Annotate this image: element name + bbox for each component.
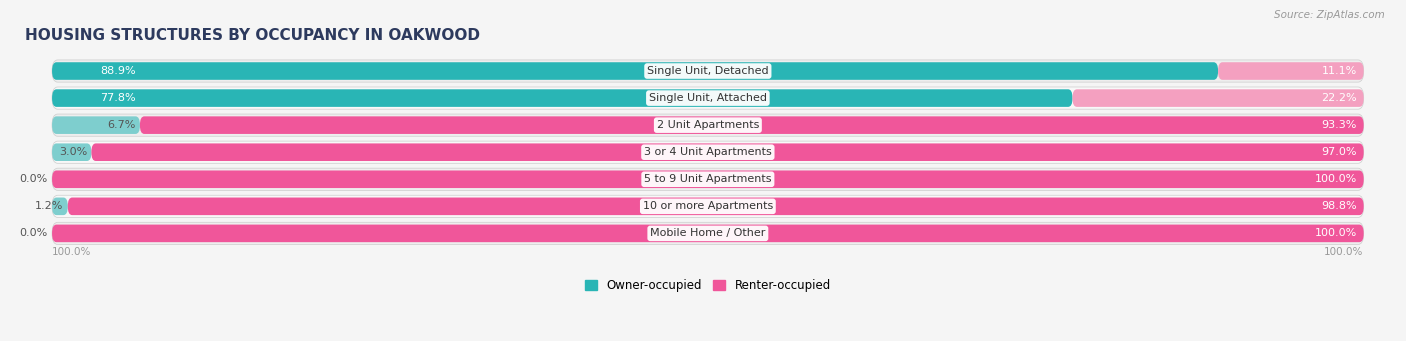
Text: 97.0%: 97.0% — [1322, 147, 1357, 157]
FancyBboxPatch shape — [67, 197, 1364, 215]
Text: Source: ZipAtlas.com: Source: ZipAtlas.com — [1274, 10, 1385, 20]
FancyBboxPatch shape — [52, 141, 1364, 163]
Text: Single Unit, Detached: Single Unit, Detached — [647, 66, 769, 76]
FancyBboxPatch shape — [52, 197, 67, 215]
Text: 100.0%: 100.0% — [1324, 247, 1364, 257]
FancyBboxPatch shape — [1218, 62, 1364, 80]
FancyBboxPatch shape — [141, 116, 1364, 134]
FancyBboxPatch shape — [52, 114, 1364, 136]
Text: 100.0%: 100.0% — [1315, 228, 1357, 238]
Text: 22.2%: 22.2% — [1322, 93, 1357, 103]
Text: 2 Unit Apartments: 2 Unit Apartments — [657, 120, 759, 130]
FancyBboxPatch shape — [52, 116, 141, 134]
FancyBboxPatch shape — [52, 195, 1364, 218]
FancyBboxPatch shape — [52, 89, 1073, 107]
FancyBboxPatch shape — [52, 144, 91, 161]
FancyBboxPatch shape — [52, 170, 1364, 188]
FancyBboxPatch shape — [1073, 89, 1364, 107]
Text: 100.0%: 100.0% — [1315, 174, 1357, 184]
Text: 88.9%: 88.9% — [100, 66, 135, 76]
Text: 0.0%: 0.0% — [20, 174, 48, 184]
FancyBboxPatch shape — [52, 225, 1364, 242]
Text: HOUSING STRUCTURES BY OCCUPANCY IN OAKWOOD: HOUSING STRUCTURES BY OCCUPANCY IN OAKWO… — [25, 28, 479, 43]
Legend: Owner-occupied, Renter-occupied: Owner-occupied, Renter-occupied — [585, 279, 831, 293]
FancyBboxPatch shape — [52, 168, 1364, 190]
Text: 3.0%: 3.0% — [59, 147, 87, 157]
Text: 0.0%: 0.0% — [20, 228, 48, 238]
Text: 93.3%: 93.3% — [1322, 120, 1357, 130]
Text: Mobile Home / Other: Mobile Home / Other — [650, 228, 765, 238]
Text: 11.1%: 11.1% — [1322, 66, 1357, 76]
FancyBboxPatch shape — [52, 87, 1364, 109]
FancyBboxPatch shape — [52, 60, 1364, 82]
Text: Single Unit, Attached: Single Unit, Attached — [648, 93, 766, 103]
FancyBboxPatch shape — [52, 62, 1218, 80]
FancyBboxPatch shape — [52, 222, 1364, 244]
Text: 77.8%: 77.8% — [100, 93, 135, 103]
FancyBboxPatch shape — [91, 144, 1364, 161]
Text: 10 or more Apartments: 10 or more Apartments — [643, 201, 773, 211]
Text: 3 or 4 Unit Apartments: 3 or 4 Unit Apartments — [644, 147, 772, 157]
Text: 6.7%: 6.7% — [107, 120, 136, 130]
Text: 100.0%: 100.0% — [52, 247, 91, 257]
Text: 98.8%: 98.8% — [1322, 201, 1357, 211]
Text: 1.2%: 1.2% — [35, 201, 63, 211]
Text: 5 to 9 Unit Apartments: 5 to 9 Unit Apartments — [644, 174, 772, 184]
